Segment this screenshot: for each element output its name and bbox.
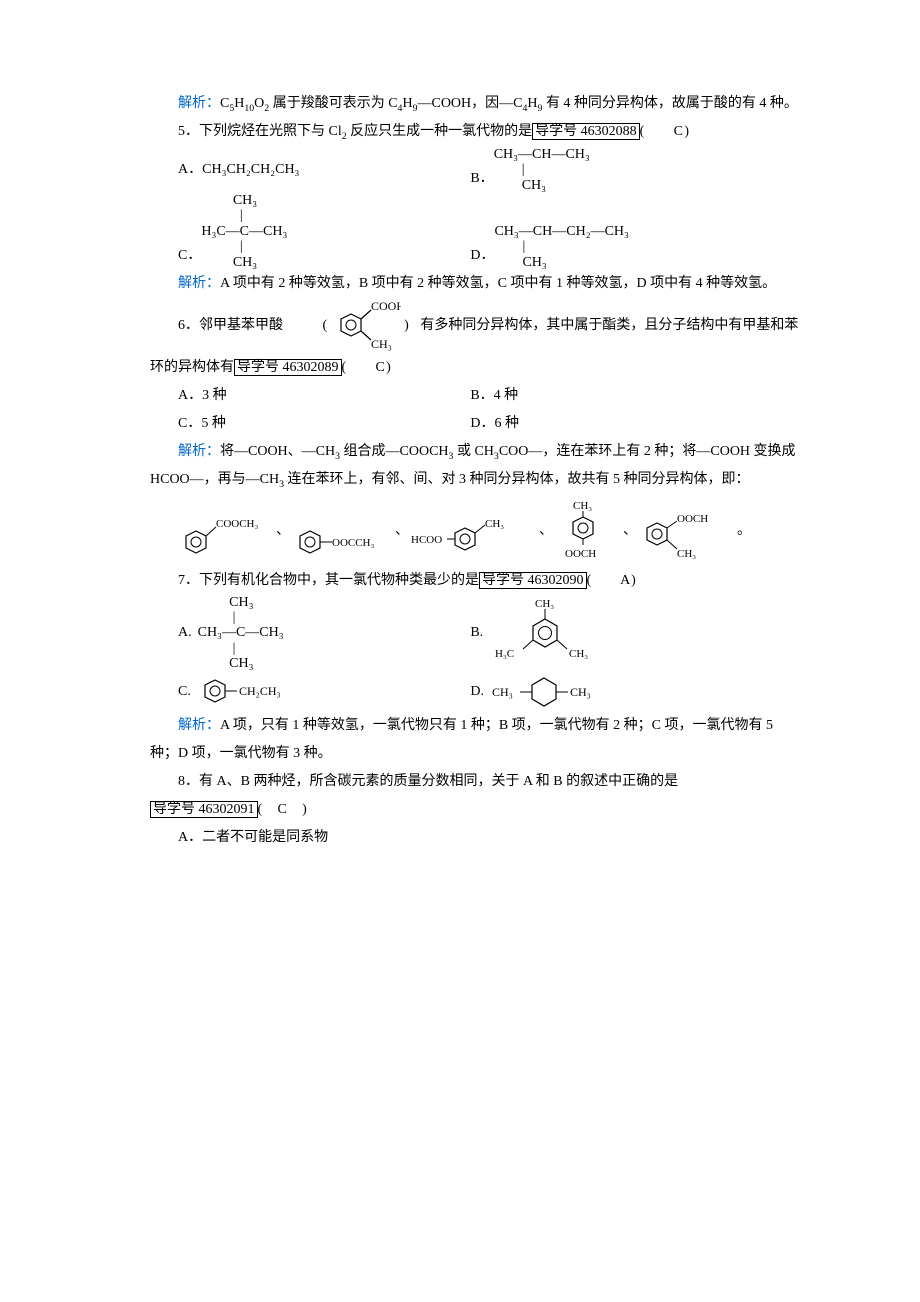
q5-option-c: C． CH₃ | H₃C—C—CH₃ | CH₃ [150,193,470,270]
q5-b-structure: CH₃—CH—CH₃ | CH₃ [494,147,590,193]
svg-text:OOCCH₃: OOCCH₃ [332,537,375,549]
benzene-icon: COOH CH₃ [331,298,401,354]
q7-option-a: A. CH₃ | CH₃—C—CH₃ | CH₃ [150,595,470,672]
q8-tagline: 导学号 46302091(C) [150,796,800,824]
q5-explanation: 解析：A 项中有 2 种等效氢，B 项中有 2 种等效氢，C 项中有 1 种等效… [150,270,800,298]
q5-d-structure: CH₃—CH—CH₂—CH₃ | CH₃ [494,224,628,270]
q7-options-row2: C. CH₂CH₃ D. CH₃ CH₃ [150,672,800,712]
trimethylbenzene-icon: CH₃ H₃C CH₃ [491,597,601,669]
q5-number: 5． [178,124,199,139]
tag-box: 导学号 46302088 [532,123,640,140]
q5-option-d: D． CH₃—CH—CH₂—CH₃ | CH₃ [470,193,800,270]
svg-text:HCOO: HCOO [411,534,442,546]
q5-option-b: B． CH₃—CH—CH₃ | CH₃ [470,147,800,193]
q7-option-c: C. CH₂CH₃ [150,672,470,712]
isomer-5: OOCH CH₃ [639,509,729,563]
q5-options-row2: C． CH₃ | H₃C—C—CH₃ | CH₃ D． CH₃—CH—CH₂—C… [150,193,800,270]
svg-text:CH₃: CH₃ [371,337,392,351]
q6-option-b: B．4 种 [470,382,800,410]
isomer-1: COOCH₃ [178,513,268,563]
q8-option-a: A．二者不可能是同系物 [150,824,800,852]
svg-text:CH₃: CH₃ [677,548,696,560]
q6-option-a: A．3 种 [150,382,470,410]
q6-option-c: C．5 种 [150,410,470,438]
q5-c-structure: CH₃ | H₃C—C—CH₃ | CH₃ [201,193,287,270]
q6-options-row2: C．5 种 D．6 种 [150,410,800,438]
q7-option-d: D. CH₃ CH₃ [470,672,800,712]
isomer-4: CH₃ OOCH [555,499,615,563]
q8-answer: C [262,796,302,824]
q7-answer: A [591,567,631,595]
svg-text:CH₃: CH₃ [573,500,592,512]
q6-isomer-row: COOCH₃ 、 OOCCH₃ 、 HCOOCH₃ 、 CH₃OOCH 、 OO… [178,499,800,563]
q7-options-row1: A. CH₃ | CH₃—C—CH₃ | CH₃ B. CH₃ H₃C CH₃ [150,595,800,672]
svg-text:CH₃: CH₃ [569,648,588,660]
svg-text:CH₂CH₃: CH₂CH₃ [239,684,281,698]
svg-text:H₃C: H₃C [495,648,514,660]
svg-text:OOCH: OOCH [677,513,708,525]
isomer-tail: 。 [737,517,751,545]
q6-number: 6． [178,318,199,333]
q7-stem: 7．下列有机化合物中，其一氯代物种类最少的是导学号 46302090(A) [150,567,800,595]
q6-answer: C [346,354,386,382]
ethylbenzene-icon: CH₂CH₃ [199,674,319,710]
q7-number: 7． [178,573,199,588]
q5-answer: C [644,118,684,146]
svg-text:CH₃: CH₃ [492,685,513,699]
q7-option-b: B. CH₃ H₃C CH₃ [470,595,800,672]
q7-a-structure: CH₃ | CH₃—C—CH₃ | CH₃ [198,595,284,672]
dimethylcyclohexane-icon: CH₃ CH₃ [492,672,642,712]
q7-explanation: 解析：A 项，只有 1 种等效氢，一氯代物只有 1 种；B 项，一氯代物有 2 … [150,712,800,768]
q6-options-row1: A．3 种 B．4 种 [150,382,800,410]
isomer-2: OOCCH₃ [292,513,387,563]
q6-structure: ( COOH CH₃ ) [295,298,409,354]
q8-stem: 8．有 A、B 两种烃，所含碳元素的质量分数相同，关于 A 和 B 的叙述中正确… [150,768,800,796]
svg-text:CH₃: CH₃ [570,685,591,699]
svg-text:COOCH₃: COOCH₃ [216,518,259,530]
q6-option-d: D．6 种 [470,410,800,438]
q5-options-row1: A． CH₃CH₂CH₂CH₃ B． CH₃—CH—CH₃ | CH₃ [150,147,800,193]
analysis-label: 解析： [178,444,220,459]
q8-number: 8． [178,774,199,789]
svg-text:CH₃: CH₃ [485,518,504,530]
q4-explanation: 解析：C5H10O2 属于羧酸可表示为 C4H9—COOH，因—C4H9 有 4… [150,90,800,118]
tag-box: 导学号 46302089 [234,359,342,376]
tag-box: 导学号 46302091 [150,801,258,818]
svg-text:COOH: COOH [371,299,401,313]
q5-option-a: A． CH₃CH₂CH₂CH₃ [150,147,470,193]
svg-text:CH₃: CH₃ [535,598,554,610]
q5-stem: 5．下列烷烃在光照下与 Cl2 反应只生成一种一氯代物的是导学号 4630208… [150,118,800,146]
analysis-label: 解析： [178,718,220,733]
analysis-label: 解析： [178,96,220,111]
analysis-label: 解析： [178,276,220,291]
q6-stem: 6．邻甲基苯甲酸 ( COOH CH₃ ) 有多种同分异构体，其中属于酯类，且分… [150,298,800,382]
tag-box: 导学号 46302090 [479,572,587,589]
isomer-3: HCOO CH₃ [411,513,531,563]
svg-text:OOCH: OOCH [565,548,596,560]
q6-explanation: 解析：将—COOH、—CH3 组合成—COOCH3 或 CH3COO—，连在苯环… [150,438,800,495]
